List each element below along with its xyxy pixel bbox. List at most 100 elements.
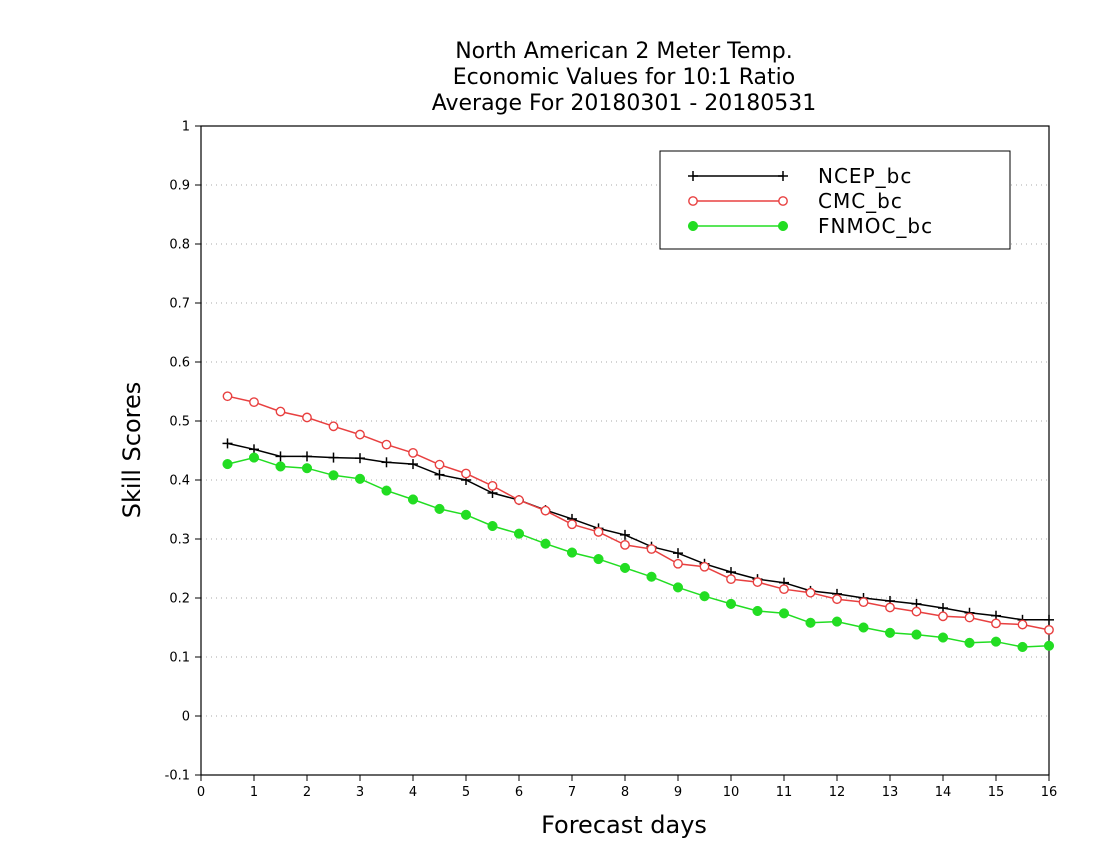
data-point-cmc-bc — [699, 561, 710, 572]
legend-box — [659, 150, 1011, 250]
data-point-ncep-bc — [222, 438, 233, 449]
y-tick-label: 0.8 — [169, 238, 190, 253]
data-point-ncep-bc — [328, 452, 339, 463]
data-point-cmc-bc — [938, 611, 948, 622]
data-point-cmc-bc — [461, 468, 471, 479]
y-tick-label: 0.3 — [169, 533, 190, 548]
x-tick-label: 10 — [723, 785, 740, 800]
data-point-fnmoc-bc — [1017, 641, 1028, 653]
x-tick-label: 3 — [356, 785, 364, 800]
data-point-fnmoc-bc — [990, 636, 1002, 647]
legend-marker — [688, 171, 698, 181]
data-point-cmc-bc — [408, 447, 418, 458]
data-point-fnmoc-bc — [672, 582, 684, 593]
x-tick-label: 12 — [829, 785, 846, 800]
legend-label: FNMOC_bc — [818, 214, 933, 238]
legend-marker — [777, 220, 789, 232]
data-point-fnmoc-bc — [434, 503, 445, 514]
legend-item-cmc-bc: CMC_bc — [688, 189, 902, 213]
series-cmc-bc — [222, 391, 1054, 635]
data-point-cmc-bc — [514, 495, 524, 505]
series-line-ncep-bc — [227, 442, 1049, 621]
data-point-fnmoc-bc — [699, 591, 710, 602]
data-point-ncep-bc — [938, 603, 948, 614]
y-tick-label: 1 — [182, 120, 190, 135]
x-tick-label: 14 — [935, 785, 952, 800]
x-tick-label: 2 — [303, 785, 311, 800]
y-tick-label: 0.5 — [169, 415, 190, 430]
data-point-fnmoc-bc — [752, 605, 763, 617]
x-axis-title: Forecast days — [541, 811, 707, 839]
data-point-fnmoc-bc — [1043, 640, 1055, 651]
series-ncep-bc — [222, 438, 1054, 625]
x-tick-label: 11 — [776, 785, 793, 800]
data-point-fnmoc-bc — [646, 571, 657, 582]
data-point-cmc-bc — [275, 406, 286, 417]
data-point-cmc-bc — [911, 606, 922, 617]
data-point-cmc-bc — [832, 594, 842, 605]
data-point-fnmoc-bc — [593, 554, 604, 565]
data-point-cmc-bc — [991, 618, 1001, 629]
data-point-ncep-bc — [620, 529, 630, 540]
y-axis-ticks: -0.1 0 0.1 0.2 0.3 0.4 0.5 0.6 0.7 0.8 0.9 1 — [165, 120, 201, 784]
chart-title: North American 2 Meter Temp. Economic Va… — [432, 39, 817, 116]
data-point-cmc-bc — [964, 612, 975, 623]
data-point-fnmoc-bc — [937, 632, 949, 643]
y-tick-label: 0.6 — [169, 356, 190, 371]
legend-marker — [778, 171, 788, 181]
data-point-fnmoc-bc — [513, 528, 525, 539]
data-point-cmc-bc — [1017, 619, 1028, 630]
data-point-cmc-bc — [328, 421, 339, 432]
gridlines — [201, 184, 1049, 717]
y-tick-label: -0.1 — [165, 769, 190, 784]
data-point-fnmoc-bc — [884, 627, 896, 638]
data-point-cmc-bc — [1044, 624, 1054, 635]
data-point-fnmoc-bc — [407, 494, 419, 505]
title-line-2: Economic Values for 10:1 Ratio — [453, 65, 795, 90]
data-point-cmc-bc — [222, 391, 233, 402]
x-tick-label: 8 — [621, 785, 629, 800]
data-point-fnmoc-bc — [566, 547, 578, 558]
data-point-fnmoc-bc — [778, 608, 790, 619]
data-point-ncep-bc — [381, 457, 392, 468]
data-point-cmc-bc — [620, 540, 630, 550]
data-point-ncep-bc — [434, 469, 445, 480]
data-point-ncep-bc — [355, 453, 365, 464]
x-tick-label: 6 — [515, 785, 523, 800]
data-point-cmc-bc — [381, 439, 392, 450]
data-point-fnmoc-bc — [275, 461, 286, 472]
data-point-fnmoc-bc — [619, 562, 631, 573]
legend-label: NCEP_bc — [818, 164, 912, 188]
series-lines — [222, 391, 1055, 653]
data-point-fnmoc-bc — [354, 473, 366, 484]
y-axis-title: Skill Scores — [118, 382, 146, 519]
data-point-cmc-bc — [487, 480, 498, 491]
x-tick-label: 1 — [250, 785, 258, 800]
legend-marker — [688, 196, 698, 206]
x-tick-label: 4 — [409, 785, 417, 800]
data-point-cmc-bc — [567, 519, 577, 530]
data-point-cmc-bc — [752, 577, 763, 587]
x-tick-label: 5 — [462, 785, 470, 800]
data-point-ncep-bc — [408, 459, 418, 470]
data-point-cmc-bc — [646, 544, 657, 554]
x-tick-label: 15 — [988, 785, 1005, 800]
data-point-ncep-bc — [1044, 614, 1054, 625]
legend-item-fnmoc-bc: FNMOC_bc — [687, 214, 933, 238]
x-axis-ticks: 0 1 2 3 4 5 6 7 8 9 10 11 12 13 14 15 16 — [197, 775, 1057, 800]
data-point-fnmoc-bc — [805, 617, 816, 628]
data-point-fnmoc-bc — [831, 616, 843, 627]
legend-marker — [778, 196, 788, 206]
data-point-ncep-bc — [673, 548, 683, 559]
data-point-fnmoc-bc — [248, 452, 260, 463]
x-tick-label: 7 — [568, 785, 576, 800]
data-point-fnmoc-bc — [328, 470, 339, 481]
series-line-cmc-bc — [227, 395, 1050, 631]
data-point-cmc-bc — [673, 558, 683, 569]
data-point-cmc-bc — [249, 397, 259, 408]
legend-item-ncep-bc: NCEP_bc — [688, 164, 912, 188]
data-point-fnmoc-bc — [301, 463, 313, 474]
data-point-cmc-bc — [858, 597, 869, 608]
